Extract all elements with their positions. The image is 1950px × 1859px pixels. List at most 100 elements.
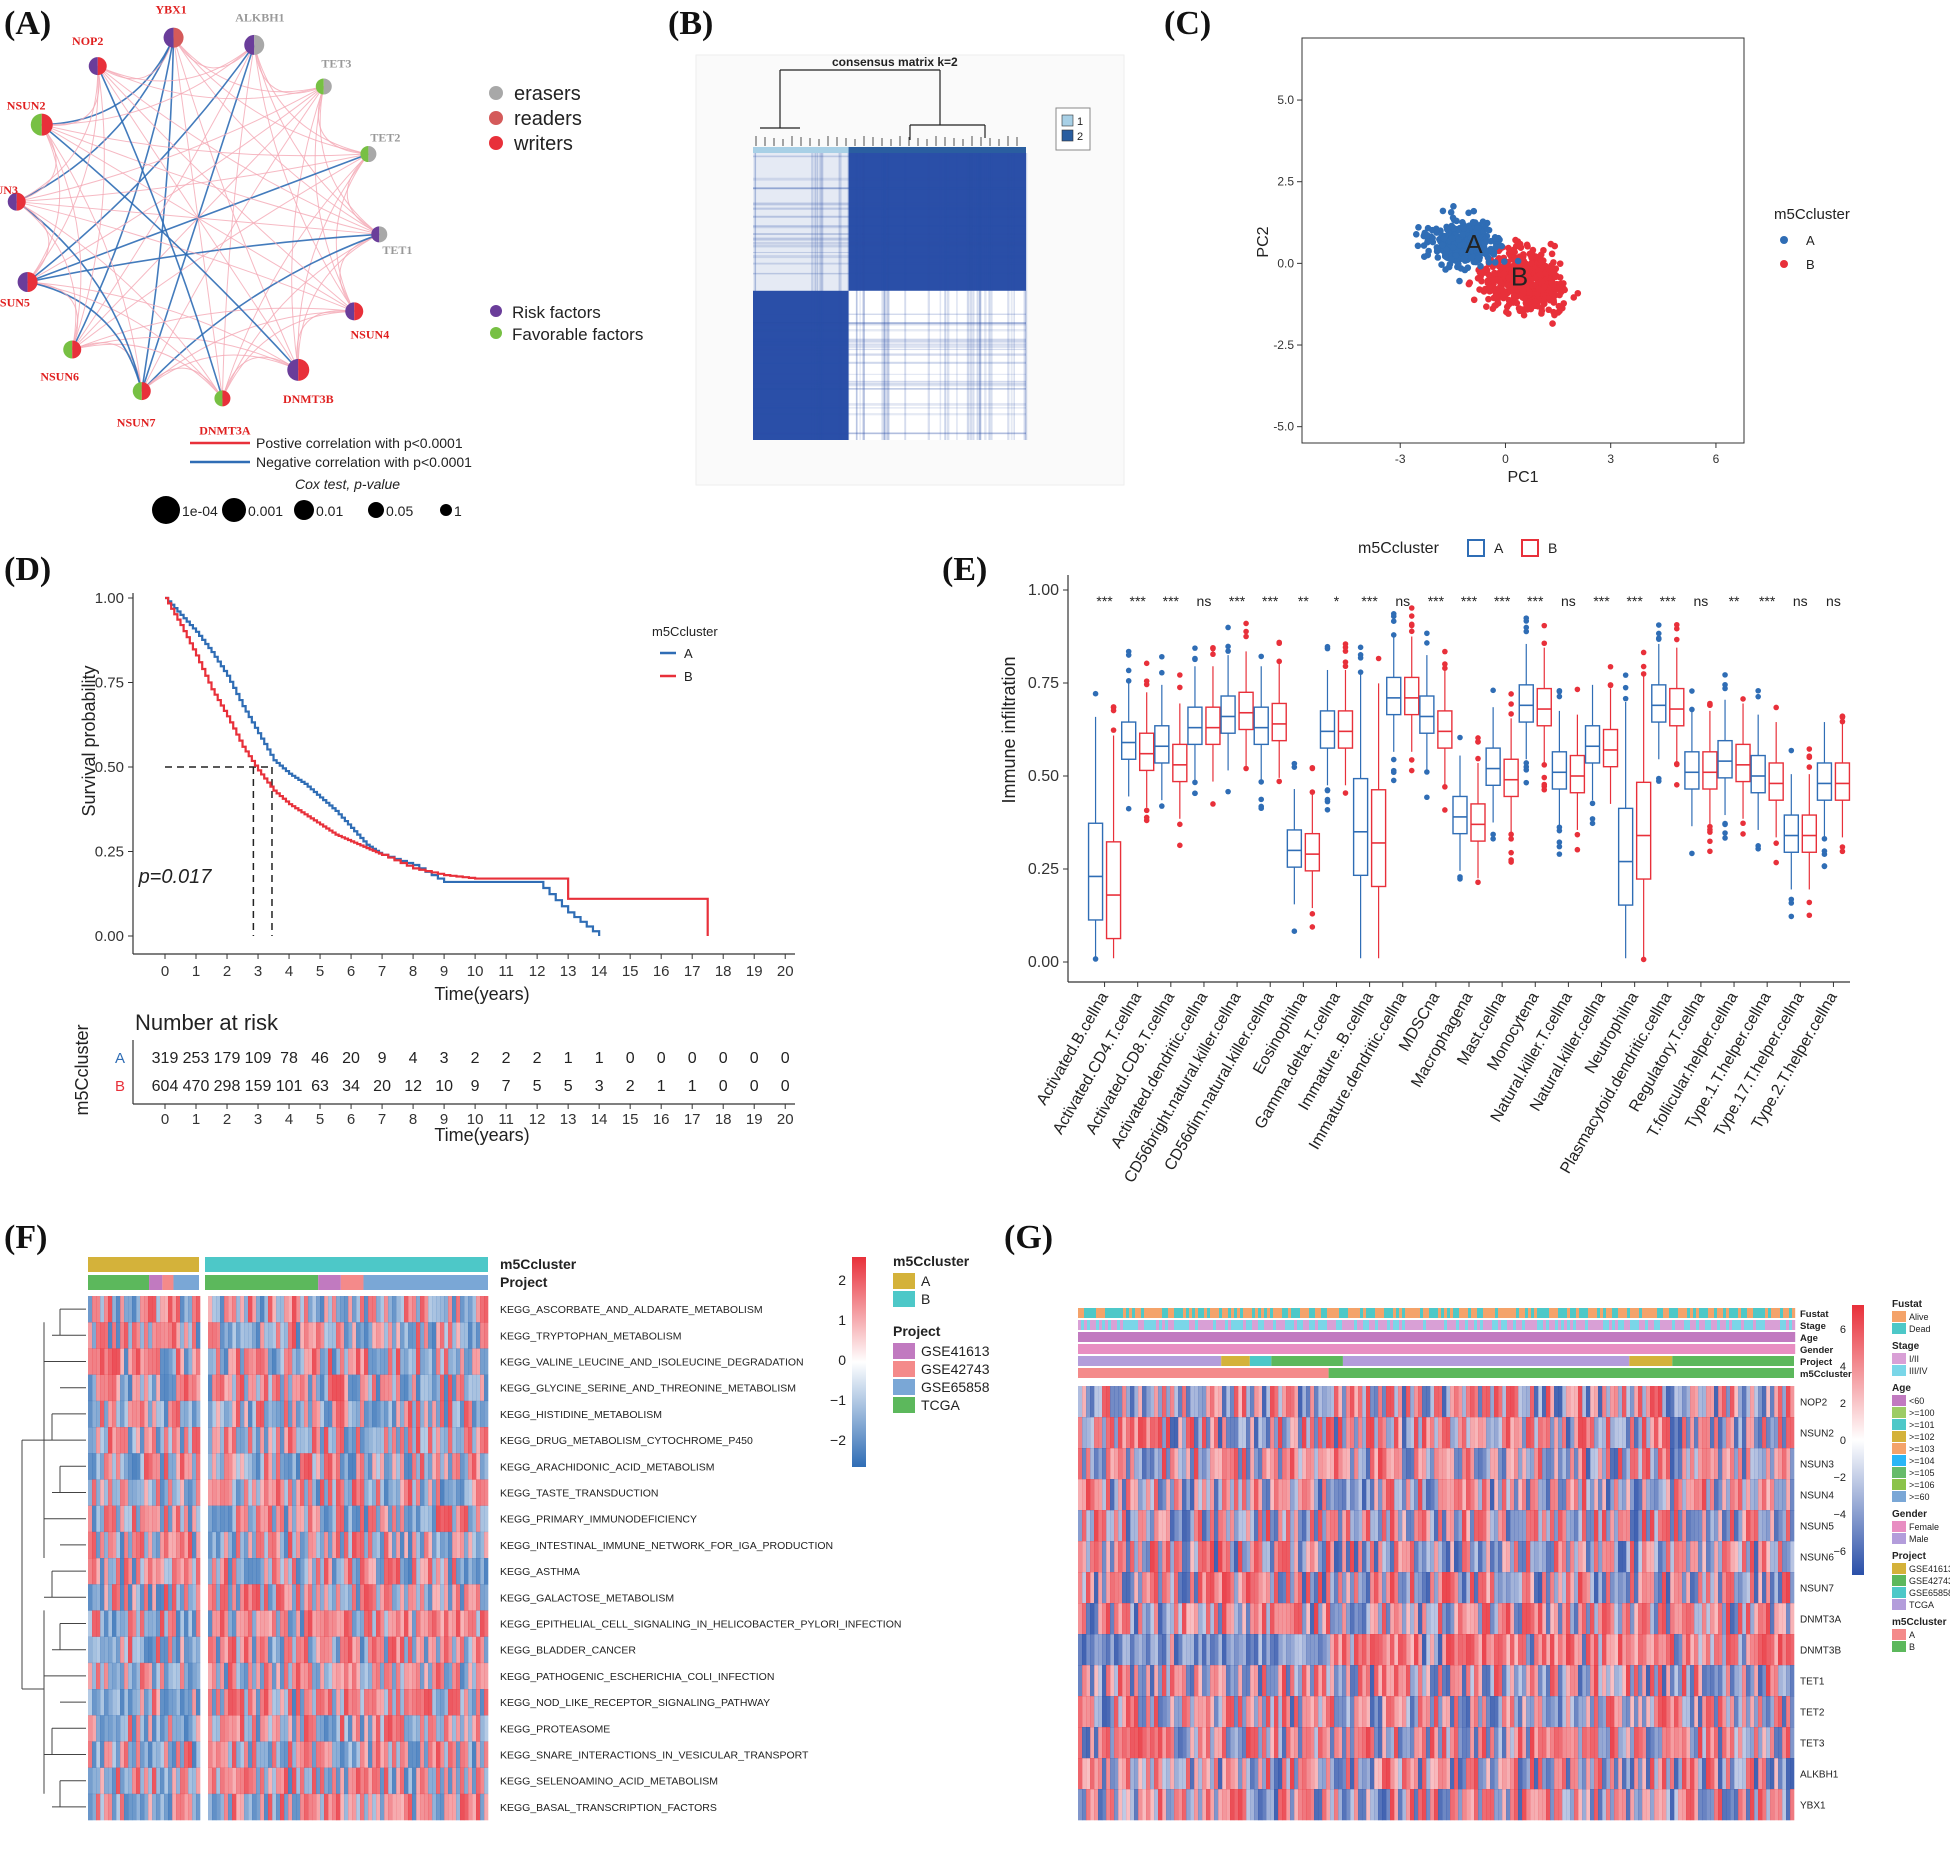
gene-annot-cell [1720, 1308, 1724, 1318]
pca-point-b [1509, 284, 1517, 291]
gene-annot-cell [1471, 1320, 1475, 1330]
gsva-cell [416, 1767, 421, 1795]
gsva-cell [432, 1741, 437, 1768]
gene-annot-cell [1462, 1344, 1466, 1354]
gsva-cell [352, 1767, 357, 1795]
gene-annot-cell [1288, 1308, 1292, 1318]
gsva-cell [92, 1400, 97, 1428]
gsva-cell [316, 1400, 321, 1428]
consensus-streak [753, 155, 1026, 158]
gene-annot-cell [1177, 1308, 1181, 1318]
gene-annot-cell [1597, 1332, 1601, 1342]
gene-annot-cell [1306, 1320, 1310, 1330]
gsva-cell [328, 1531, 333, 1559]
gene-annot-cell [1504, 1308, 1508, 1318]
gene-annot-cell [1411, 1320, 1415, 1330]
risk-b-count: 20 [373, 1078, 391, 1095]
gene-annot-cell [1192, 1344, 1196, 1354]
box-outlier [1143, 817, 1150, 824]
box-outlier [1390, 632, 1397, 638]
cox-test-title: Cox test, p-value [295, 476, 400, 492]
gene-annot-cell [1528, 1344, 1532, 1354]
gene-annot-cell [1519, 1344, 1523, 1354]
gsva-cell [132, 1793, 137, 1821]
gsva-cell [276, 1400, 281, 1428]
gsva-cell [144, 1400, 149, 1428]
gene-cell [1110, 1386, 1115, 1418]
gsva-cell [436, 1505, 441, 1533]
gsva-cell [308, 1636, 313, 1664]
gsva-cell [156, 1558, 161, 1585]
gene-cell [1290, 1386, 1295, 1418]
gene-annot-cell [1189, 1332, 1193, 1342]
gsva-cell [92, 1689, 97, 1716]
gsva-cell [364, 1322, 369, 1349]
gene-annot-cell [1444, 1308, 1448, 1318]
gsva-cell [248, 1453, 253, 1480]
km-xtick-label: 14 [591, 963, 608, 980]
gene-annot-cell [1759, 1308, 1763, 1318]
gsva-cell [112, 1689, 117, 1716]
gsva-cell [472, 1610, 477, 1637]
gsva-cell [452, 1296, 457, 1323]
gene-annot-cell [1225, 1332, 1229, 1342]
gsva-cell [232, 1479, 237, 1506]
gsva-cell [412, 1662, 417, 1690]
gsva-cell [428, 1427, 433, 1454]
gsva-cell [168, 1427, 173, 1454]
gsva-cell [344, 1715, 349, 1742]
gsva-cell [156, 1296, 161, 1323]
gsva-cell [296, 1689, 301, 1716]
gsva-cell [128, 1741, 133, 1768]
gsva-legend-p1-swatch [893, 1343, 915, 1359]
gene-annot-cell [1783, 1320, 1787, 1330]
gsva-cell [232, 1636, 237, 1664]
gsva-cell [248, 1558, 253, 1585]
gsva-cell [244, 1400, 249, 1428]
gene-annot-cell [1123, 1320, 1127, 1330]
gsva-cell [384, 1400, 389, 1428]
gsva-cell [252, 1662, 257, 1690]
gsva-cell [188, 1793, 193, 1821]
gsva-cell [368, 1505, 373, 1533]
gsva-cell [444, 1741, 449, 1768]
gene-annot-cell [1489, 1332, 1493, 1342]
box-outlier [1640, 663, 1647, 670]
consensus-streak [966, 153, 970, 440]
gsva-cell [440, 1689, 445, 1716]
gsva-cell [196, 1322, 201, 1349]
gsva-cell [324, 1636, 329, 1664]
gsva-cell [168, 1322, 173, 1349]
gsva-cell [300, 1296, 305, 1323]
gene-cell [1266, 1386, 1271, 1418]
gsva-cell [376, 1453, 381, 1480]
gene-annot-cell [1606, 1332, 1610, 1342]
gene-annot-cell [1693, 1320, 1697, 1330]
gsva-cell [320, 1715, 325, 1742]
gsva-cell [476, 1479, 481, 1506]
gene-annot-cell [1144, 1320, 1148, 1330]
km-ylabel: Survival probability [79, 665, 99, 816]
gsva-cell [404, 1793, 409, 1821]
box-outlier [1192, 790, 1198, 797]
gsva-cell [480, 1531, 485, 1559]
gsva-cell [140, 1296, 145, 1323]
gsva-legend-a: A [921, 1273, 931, 1289]
pca-point-a [1424, 251, 1432, 259]
gsva-cell [416, 1348, 421, 1375]
gsva-cell [476, 1531, 481, 1559]
gsva-cell [348, 1715, 353, 1742]
gsva-cell [284, 1322, 289, 1349]
gsva-cell [284, 1296, 289, 1323]
gene-annot-cell [1750, 1344, 1754, 1354]
gsva-cell [340, 1505, 345, 1533]
gene-annot-cell [1516, 1308, 1520, 1318]
gsva-cell [416, 1689, 421, 1716]
gsva-cell [284, 1741, 289, 1768]
gsva-cell [220, 1453, 225, 1480]
gsva-cell [256, 1400, 261, 1428]
gene-annot-cell [1135, 1344, 1139, 1354]
gene-annot-cell [1750, 1332, 1754, 1342]
pca-point-b [1512, 236, 1519, 244]
gene-annot-cell [1351, 1332, 1355, 1342]
